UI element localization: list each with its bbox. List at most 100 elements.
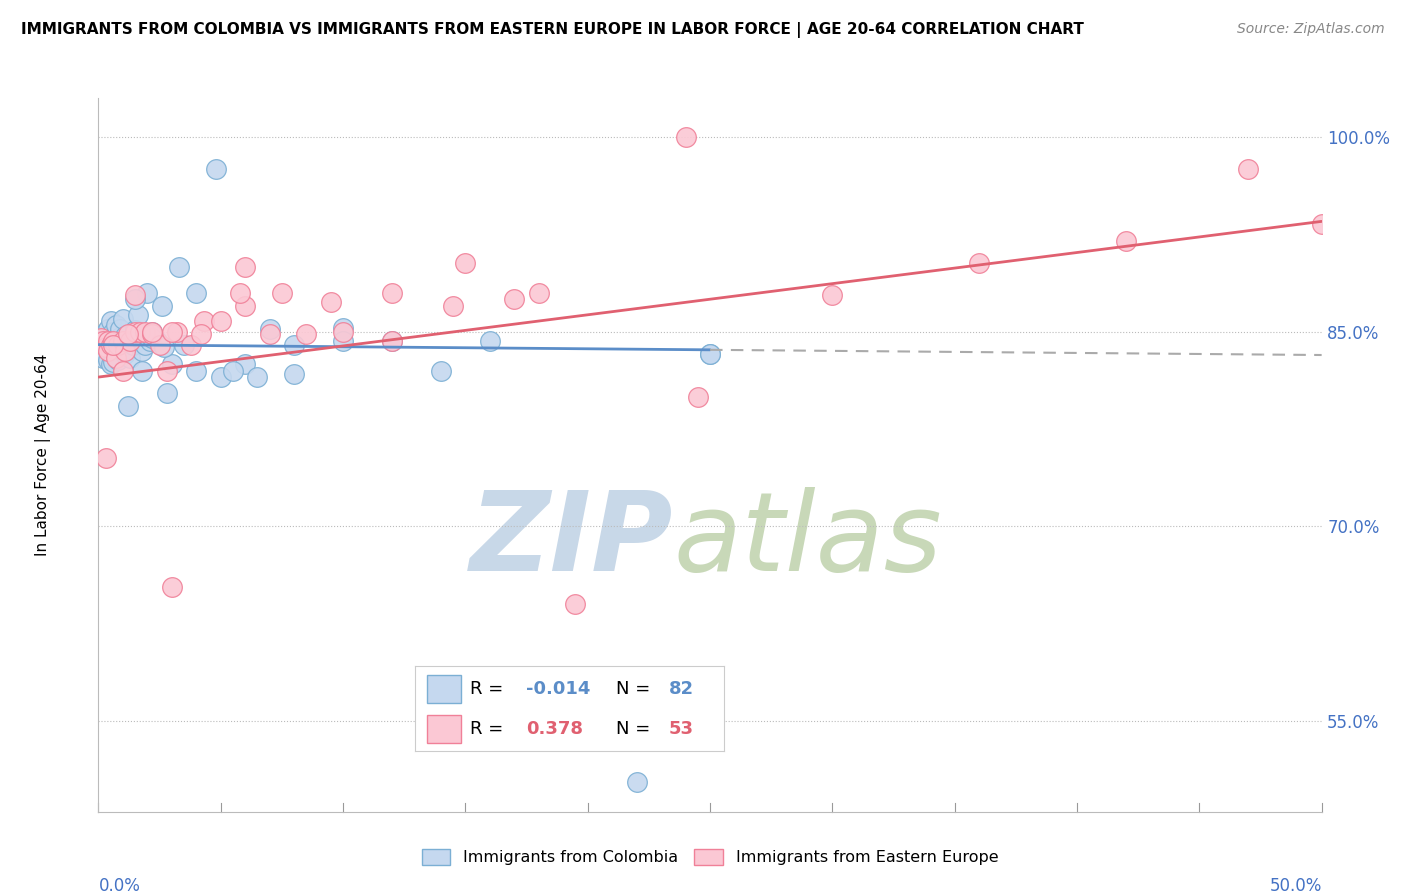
- Point: [233, 357, 256, 371]
- FancyBboxPatch shape: [427, 674, 461, 703]
- Point: [686, 390, 709, 404]
- Point: [104, 327, 127, 342]
- Point: [94, 340, 117, 354]
- Text: 0.378: 0.378: [526, 720, 583, 738]
- Point: [186, 285, 208, 300]
- Text: N =: N =: [616, 720, 655, 738]
- Point: [153, 340, 176, 354]
- Point: [1237, 162, 1260, 177]
- Point: [107, 353, 129, 368]
- Text: atlas: atlas: [673, 487, 942, 594]
- Point: [381, 334, 404, 348]
- Point: [117, 336, 139, 351]
- Point: [259, 322, 281, 336]
- Point: [209, 314, 232, 328]
- Point: [146, 334, 169, 348]
- Point: [97, 353, 120, 368]
- Point: [101, 325, 124, 339]
- Point: [101, 334, 124, 348]
- Point: [120, 334, 142, 348]
- Point: [430, 363, 453, 377]
- Point: [821, 288, 844, 302]
- Point: [149, 337, 172, 351]
- Point: [131, 344, 153, 359]
- Text: R =: R =: [471, 720, 509, 738]
- Point: [160, 580, 183, 594]
- Point: [124, 325, 146, 339]
- Point: [100, 337, 122, 351]
- Point: [97, 344, 120, 359]
- Point: [100, 345, 122, 359]
- Point: [127, 308, 149, 322]
- Point: [381, 285, 404, 300]
- Point: [97, 334, 120, 348]
- Point: [97, 334, 120, 348]
- Point: [441, 299, 464, 313]
- Point: [332, 325, 354, 339]
- Point: [1115, 234, 1137, 248]
- Point: [107, 343, 129, 357]
- Point: [205, 162, 228, 177]
- Point: [101, 337, 124, 351]
- Point: [283, 337, 305, 351]
- Text: IMMIGRANTS FROM COLOMBIA VS IMMIGRANTS FROM EASTERN EUROPE IN LABOR FORCE | AGE : IMMIGRANTS FROM COLOMBIA VS IMMIGRANTS F…: [21, 22, 1084, 38]
- Text: In Labor Force | Age 20-64: In Labor Force | Age 20-64: [35, 354, 52, 556]
- Point: [478, 334, 501, 348]
- Text: 82: 82: [668, 680, 693, 698]
- Point: [124, 334, 146, 348]
- Point: [967, 256, 990, 270]
- Point: [94, 450, 117, 465]
- Text: 53: 53: [668, 720, 693, 738]
- Point: [97, 343, 120, 357]
- Point: [117, 327, 139, 342]
- Text: Source: ZipAtlas.com: Source: ZipAtlas.com: [1237, 22, 1385, 37]
- Point: [110, 337, 132, 351]
- Point: [233, 260, 256, 274]
- Point: [160, 357, 183, 371]
- Point: [160, 325, 183, 339]
- Point: [104, 318, 127, 333]
- Point: [150, 299, 173, 313]
- Point: [101, 334, 124, 348]
- Point: [91, 343, 114, 357]
- Point: [121, 330, 143, 344]
- Point: [94, 348, 117, 362]
- Point: [270, 285, 294, 300]
- Point: [167, 260, 190, 274]
- Point: [675, 130, 697, 145]
- Point: [527, 285, 550, 300]
- Text: N =: N =: [616, 680, 655, 698]
- Point: [173, 337, 195, 351]
- Point: [117, 399, 139, 413]
- Text: 0.0%: 0.0%: [98, 877, 141, 892]
- Point: [91, 334, 114, 348]
- Point: [100, 330, 122, 344]
- Point: [107, 337, 129, 351]
- Point: [104, 351, 127, 365]
- Point: [134, 325, 156, 339]
- Point: [91, 351, 114, 365]
- Point: [503, 292, 526, 306]
- Point: [141, 327, 163, 342]
- Point: [141, 325, 163, 339]
- Point: [120, 351, 142, 365]
- Point: [100, 314, 122, 328]
- Point: [699, 347, 721, 361]
- Point: [190, 327, 212, 342]
- Point: [131, 363, 153, 377]
- Point: [114, 347, 136, 361]
- Point: [120, 334, 142, 348]
- Text: 50.0%: 50.0%: [1270, 877, 1322, 892]
- Point: [156, 385, 179, 400]
- Point: [626, 775, 648, 789]
- Point: [454, 256, 477, 270]
- Point: [129, 327, 152, 342]
- Point: [134, 337, 156, 351]
- Point: [94, 340, 117, 354]
- Point: [90, 331, 112, 345]
- Point: [186, 363, 208, 377]
- Point: [101, 343, 124, 357]
- Point: [114, 344, 136, 359]
- Point: [101, 354, 124, 368]
- Point: [319, 294, 342, 309]
